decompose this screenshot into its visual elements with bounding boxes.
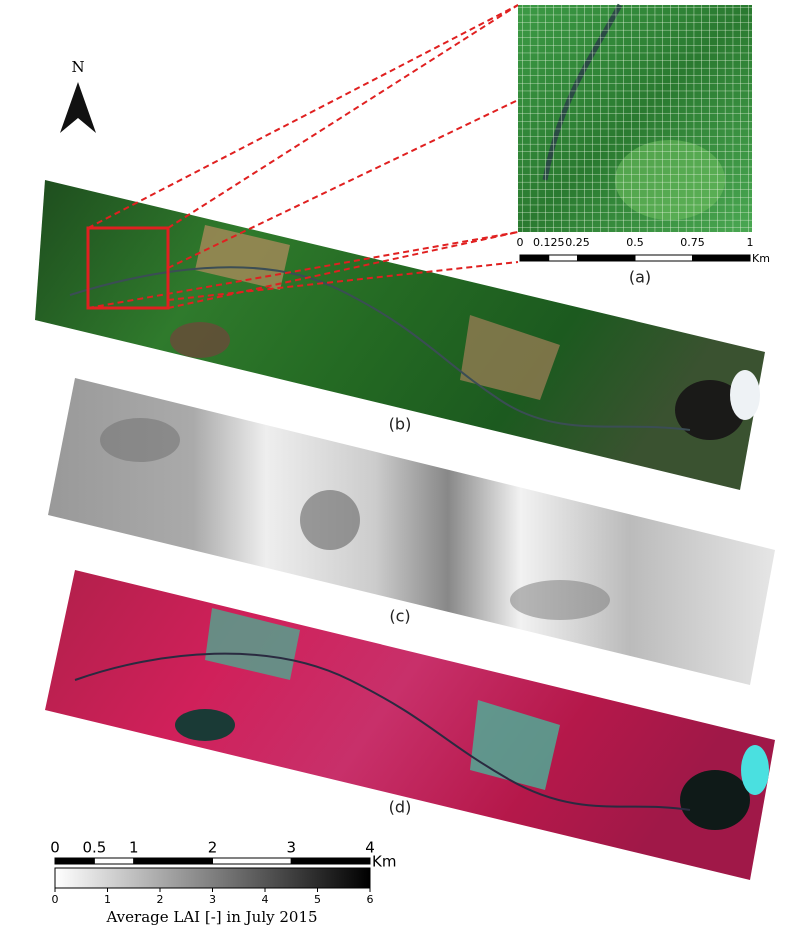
- scale-label: 2: [208, 839, 218, 857]
- scale-label: 1: [129, 839, 139, 857]
- colorbar-title: Average LAI [-] in July 2015: [105, 908, 317, 926]
- scale-segment: [93, 857, 135, 865]
- colorbar-tick-label: 1: [104, 893, 111, 906]
- scale-label: 4: [365, 839, 375, 857]
- scale-label: 0.5: [82, 839, 106, 857]
- lai-patch: [100, 418, 180, 462]
- zoom-lines: [87, 4, 519, 309]
- scale-segment: [519, 254, 550, 262]
- scale-segment: [548, 254, 578, 262]
- panel-label: (b): [389, 415, 412, 434]
- colorbar-tick-label: 2: [157, 893, 164, 906]
- scale-label: 0.125: [533, 236, 565, 249]
- rgb-image: [35, 180, 765, 490]
- inset-image: [518, 3, 752, 232]
- scale-label: 3: [286, 839, 296, 857]
- scale-segment: [634, 254, 693, 262]
- colorbar-tick-label: 5: [314, 893, 321, 906]
- colorbar-tick-label: 0: [52, 893, 59, 906]
- panel-label: (a): [629, 268, 651, 287]
- colorbar: [54, 867, 371, 889]
- scale-segment: [133, 857, 213, 865]
- colorbar-tick-label: 6: [367, 893, 374, 906]
- colorbar-tick-label: 3: [209, 893, 216, 906]
- scale-segment: [692, 254, 751, 262]
- scale-unit: Km: [372, 853, 396, 871]
- scale-label: 0: [50, 839, 60, 857]
- scale-label: 0.75: [680, 236, 705, 249]
- lai-patch: [510, 580, 610, 620]
- scale-segment: [290, 857, 371, 865]
- scale-label: 0.5: [626, 236, 644, 249]
- panel-label: (c): [389, 607, 410, 626]
- north-label: N: [71, 58, 84, 76]
- panel-label: (d): [389, 798, 412, 817]
- north-arrow: [60, 82, 96, 133]
- scale-label: 0: [517, 236, 524, 249]
- false-color-image: [45, 570, 775, 880]
- scale-segment: [577, 254, 636, 262]
- scale-label: 1: [747, 236, 754, 249]
- lai-patch: [300, 490, 360, 550]
- colorbar-tick-label: 4: [262, 893, 269, 906]
- scale-label: 0.25: [565, 236, 590, 249]
- scale-segment: [212, 857, 292, 865]
- scale-unit: Km: [752, 252, 770, 265]
- scale-segment: [54, 857, 95, 865]
